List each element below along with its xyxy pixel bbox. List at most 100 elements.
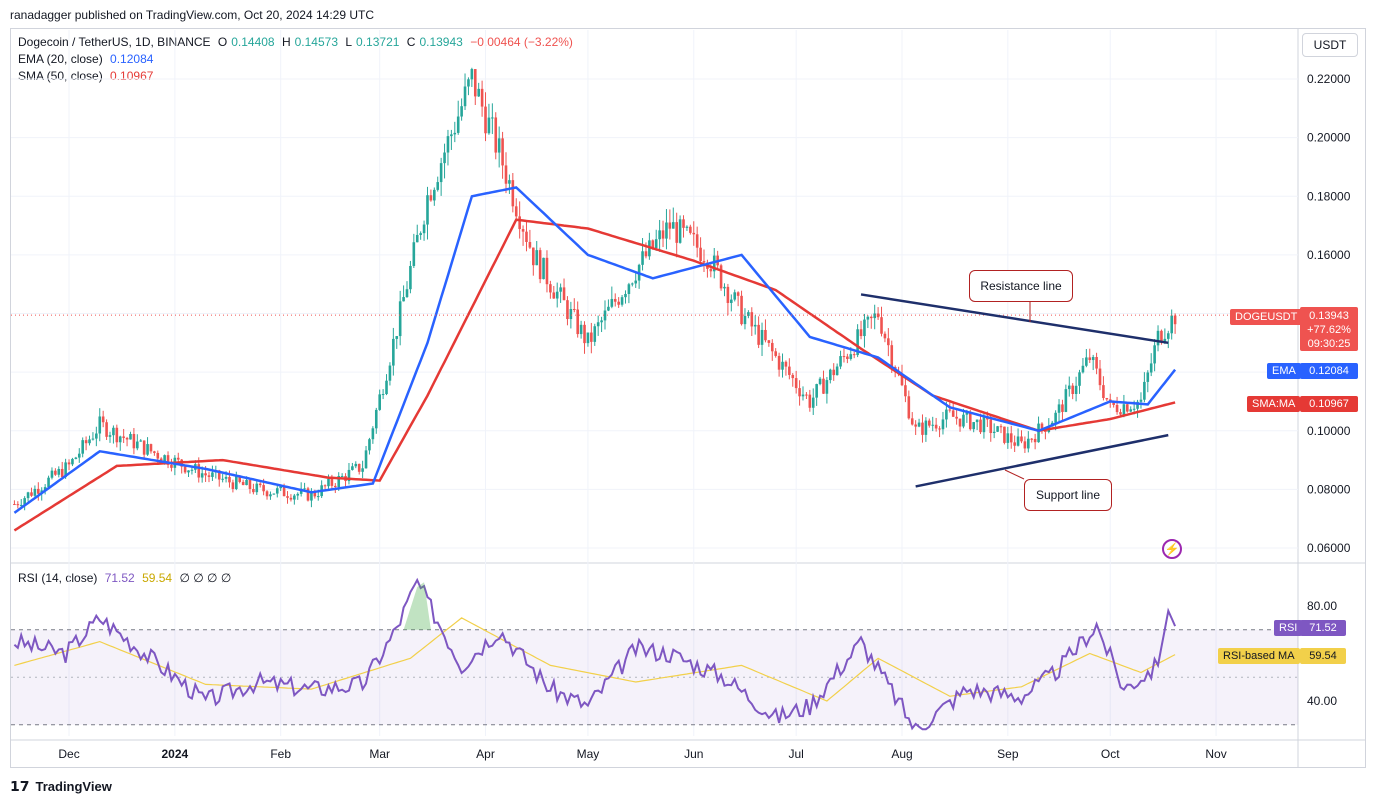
candle-body [1023, 441, 1027, 449]
sma-tag-value: 0.10967 [1300, 396, 1358, 412]
candle-body [364, 450, 368, 469]
candle-body [685, 226, 689, 228]
candle-body [429, 195, 433, 201]
candle-body [426, 195, 429, 225]
candle-body [1163, 338, 1167, 343]
candle-body [1078, 372, 1081, 386]
candle-body [118, 436, 122, 443]
candle-body [532, 247, 535, 266]
tradingview-brand: TradingView [35, 779, 112, 794]
candle-body [64, 462, 67, 478]
candle-body [945, 409, 948, 420]
price-tick-label: 0.10000 [1307, 424, 1351, 438]
support-callout: Support line [1024, 479, 1112, 511]
candle-body [583, 324, 586, 344]
candle-body [555, 291, 559, 299]
candle-body [1173, 315, 1177, 325]
candle-body [747, 312, 750, 316]
candle-body [450, 134, 453, 137]
candle-body [159, 458, 163, 462]
candle-body [883, 333, 887, 339]
candle-body [511, 180, 515, 207]
candle-body [890, 345, 894, 367]
sma-line [13, 218, 1176, 532]
time-tick-label: Aug [891, 747, 912, 761]
candle-body [1129, 409, 1133, 412]
candle-body [1033, 438, 1037, 443]
candle-body [610, 298, 614, 307]
rsi-tick-label: 80.00 [1307, 599, 1337, 613]
candle-body [16, 504, 20, 506]
candle-body [132, 433, 136, 449]
time-tick-label: Nov [1205, 747, 1226, 761]
candle-body [1102, 385, 1105, 399]
candle-body [310, 492, 313, 501]
candle-body [112, 427, 115, 436]
candle-body [136, 441, 139, 449]
currency-selector[interactable]: USDT [1302, 33, 1358, 57]
candle-body [631, 283, 634, 285]
high-value: 0.14573 [294, 35, 339, 49]
candle-body [1160, 330, 1163, 343]
candle-body [951, 410, 955, 417]
low-value: 0.13721 [356, 35, 400, 49]
candle-body [235, 476, 238, 490]
candle-body [852, 354, 856, 356]
candle-body [825, 380, 829, 394]
candle-body [572, 308, 576, 310]
candle-body [409, 265, 412, 290]
alert-flash-icon[interactable]: ⚡ [1162, 539, 1182, 559]
candle-body [204, 473, 207, 476]
candle-body [334, 485, 337, 488]
candle-body [535, 250, 539, 266]
candle-body [26, 492, 30, 499]
tradingview-logo[interactable]: 𝟭𝟳 TradingView [10, 778, 112, 795]
candle-body [982, 416, 986, 433]
candle-body [306, 488, 310, 501]
rsi-tick-label: 40.00 [1307, 694, 1337, 708]
candle-body [811, 397, 815, 408]
candle-body [190, 469, 194, 471]
candle-body [1009, 433, 1013, 443]
candle-body [576, 309, 579, 335]
candle-body [405, 289, 409, 298]
change-value: −0.00464 (−3.22%) [470, 35, 573, 49]
candle-body [590, 332, 593, 342]
rsi-overbought-fill [403, 582, 431, 630]
candle-body [484, 106, 487, 134]
candle-body [822, 378, 825, 394]
candle-body [931, 424, 935, 426]
candle-body [108, 435, 112, 437]
candle-body [231, 482, 235, 490]
candle-body [129, 433, 132, 440]
candle-body [613, 298, 617, 302]
candle-body [668, 222, 672, 229]
candle-body [569, 308, 573, 320]
candle-body [1081, 365, 1085, 373]
candle-body [730, 299, 733, 303]
candle-body [525, 231, 528, 242]
candle-body [1067, 385, 1071, 390]
candle-body [770, 342, 774, 352]
candle-body [866, 316, 870, 320]
candle-body [1020, 436, 1023, 442]
candle-body [378, 394, 381, 410]
ema-tag-value: 0.12084 [1300, 363, 1358, 379]
candle-body [928, 420, 931, 426]
candle-body [678, 219, 682, 243]
candle-body [709, 268, 713, 272]
candle-body [388, 365, 392, 381]
candle-body [518, 216, 521, 230]
candle-body [528, 241, 532, 248]
high-label: H [281, 35, 291, 49]
resistance-callout: Resistance line [969, 270, 1073, 302]
candle-body [658, 230, 661, 240]
candle-body [279, 486, 282, 489]
candle-body [1054, 412, 1057, 423]
candle-body [962, 414, 965, 427]
candle-body [1040, 423, 1044, 429]
candle-body [545, 257, 549, 285]
candle-body [815, 384, 818, 398]
candle-body [651, 240, 655, 249]
candle-body [57, 468, 61, 475]
